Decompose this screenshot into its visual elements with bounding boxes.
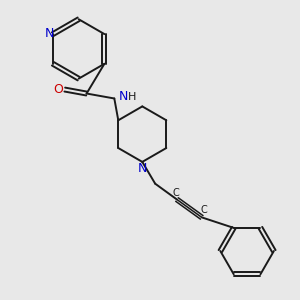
Text: N: N: [44, 27, 54, 40]
Text: N: N: [118, 90, 128, 103]
Text: O: O: [53, 83, 63, 96]
Text: H: H: [128, 92, 136, 102]
Text: C: C: [200, 206, 207, 215]
Text: N: N: [138, 162, 147, 175]
Text: C: C: [172, 188, 179, 198]
